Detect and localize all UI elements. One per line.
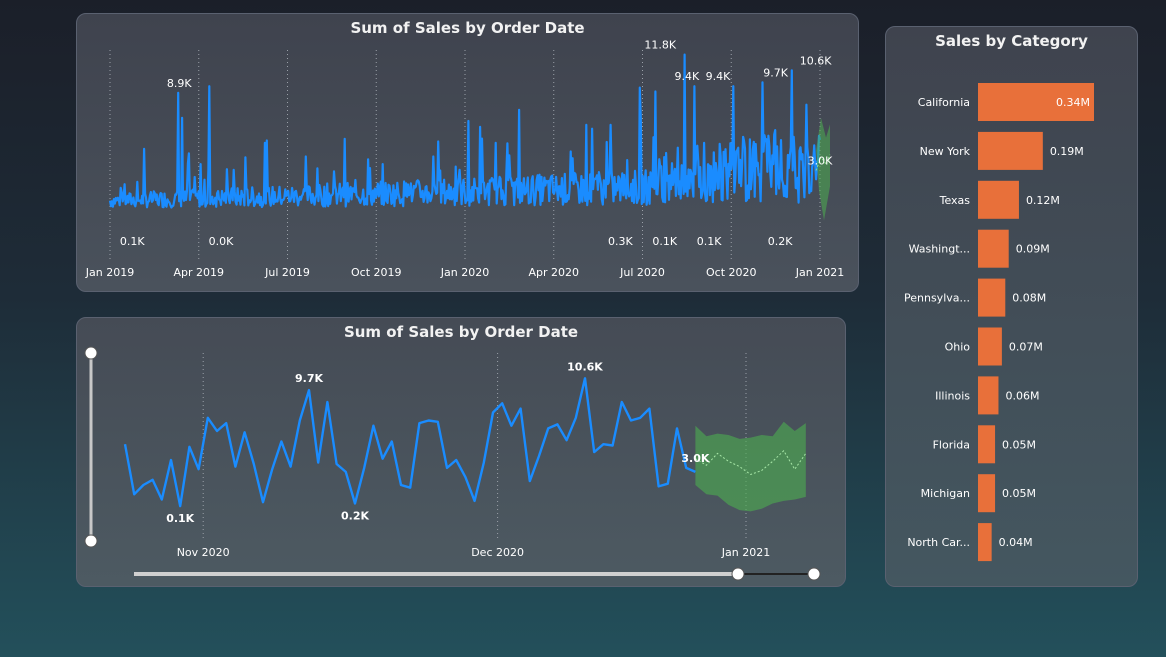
sales-series-line[interactable] (125, 378, 695, 506)
x-tick-label: Jan 2021 (721, 546, 770, 559)
data-label: 9.7K (295, 372, 323, 385)
top-chart-card[interactable]: Sum of Sales by Order Date Jan 2019 Apr 2… (76, 13, 859, 292)
bar-value-label: 0.05M (1002, 438, 1036, 451)
data-label: 11.8K (644, 39, 676, 52)
forecast-band (695, 422, 805, 512)
x-tick-label: Oct 2020 (706, 266, 757, 279)
data-label: 10.6K (800, 54, 832, 67)
forecast-band (816, 118, 830, 221)
category-label: California (918, 96, 970, 109)
data-label: 10.6K (567, 360, 603, 373)
bar-value-label: 0.12M (1026, 194, 1060, 207)
bar-value-label: 0.34M (1056, 96, 1090, 109)
bar-value-label: 0.08M (1012, 292, 1046, 305)
data-label: 0.1K (697, 235, 722, 248)
x-tick-label: Jan 2020 (440, 266, 489, 279)
bar-value-label: 0.09M (1016, 243, 1050, 256)
data-label: 0.1K (120, 235, 145, 248)
bar-value-label: 0.06M (1005, 389, 1039, 402)
bar-value-label: 0.07M (1009, 341, 1043, 354)
data-label: 8.9K (167, 77, 192, 90)
x-tick-label: Apr 2020 (528, 266, 579, 279)
category-label: Illinois (935, 389, 970, 402)
category-label: Ohio (945, 341, 971, 354)
category-bar-chart[interactable]: California 0.34M New York 0.19M Texas 0.12M Wa… (886, 27, 1139, 588)
y-range-slider-handle-top[interactable] (85, 347, 97, 359)
data-label: 9.4K (675, 70, 700, 83)
top-line-chart[interactable]: Jan 2019 Apr 2019 Jul 2019 Oct 2019 Jan 2020… (77, 14, 860, 293)
category-label: Texas (939, 194, 971, 207)
data-label: 0.0K (209, 235, 234, 248)
x-tick-label: Dec 2020 (471, 546, 524, 559)
data-label: 3.0K (808, 155, 833, 168)
data-label: 0.3K (608, 235, 633, 248)
category-label: Michigan (921, 487, 970, 500)
data-label: 9.7K (763, 66, 788, 79)
bar[interactable] (978, 376, 998, 414)
category-label: Florida (933, 438, 970, 451)
data-label: 0.2K (341, 510, 369, 523)
x-tick-label: Jul 2019 (264, 266, 310, 279)
x-tick-label: Oct 2019 (351, 266, 402, 279)
data-label: 0.1K (652, 235, 677, 248)
bar[interactable] (978, 474, 995, 512)
x-range-slider-handle-right[interactable] (808, 568, 820, 580)
data-label: 9.4K (706, 70, 731, 83)
data-label: 0.2K (768, 235, 793, 248)
bar[interactable] (978, 181, 1019, 219)
bar[interactable] (978, 279, 1005, 317)
bar[interactable] (978, 132, 1043, 170)
data-label: 0.1K (166, 512, 194, 525)
category-label: Washingt... (909, 243, 970, 256)
x-range-slider-handle-left[interactable] (732, 568, 744, 580)
bottom-line-chart[interactable]: Nov 2020 Dec 2020 Jan 2021 9.7K 10.6K 0.1K 0.2… (77, 318, 847, 588)
bar[interactable] (978, 523, 992, 561)
bar-value-label: 0.19M (1050, 145, 1084, 158)
category-label: North Car... (907, 536, 970, 549)
bar[interactable] (978, 328, 1002, 366)
data-label: 3.0K (681, 452, 709, 465)
x-tick-label: Jul 2020 (619, 266, 665, 279)
x-tick-label: Jan 2019 (85, 266, 134, 279)
x-tick-label: Apr 2019 (173, 266, 224, 279)
y-range-slider-handle-bottom[interactable] (85, 535, 97, 547)
bar[interactable] (978, 425, 995, 463)
bottom-chart-card[interactable]: Sum of Sales by Order Date Nov 2020 Dec 2… (76, 317, 846, 587)
category-label: Pennsylva... (904, 292, 970, 305)
bar-value-label: 0.05M (1002, 487, 1036, 500)
category-label: New York (920, 145, 971, 158)
bar-value-label: 0.04M (999, 536, 1033, 549)
x-tick-label: Nov 2020 (177, 546, 230, 559)
bar[interactable] (978, 230, 1009, 268)
category-chart-card[interactable]: Sales by Category California 0.34M New Yor… (885, 26, 1138, 587)
x-tick-label: Jan 2021 (795, 266, 844, 279)
